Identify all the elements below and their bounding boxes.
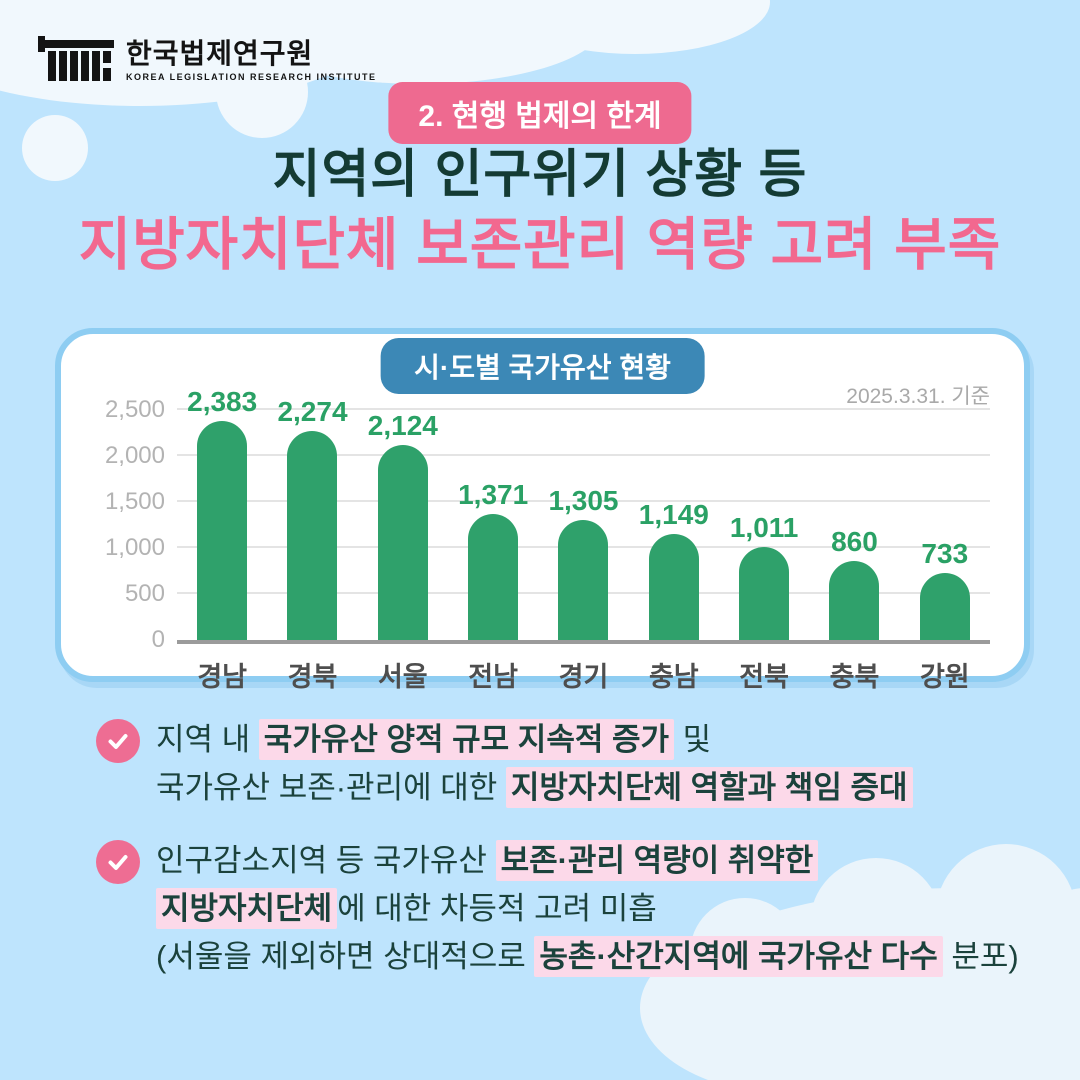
bullet-text-1: 지역 내 국가유산 양적 규모 지속적 증가 및 국가유산 보존·관리에 대한 지… — [156, 716, 913, 812]
y-axis: 2,500 2,000 1,500 1,000 500 0 — [89, 396, 177, 653]
plot-area-wrap: 2,383 2,274 2,124 1,371 1,305 1,149 1,011 860 73… — [177, 386, 990, 694]
bar — [287, 431, 338, 640]
text-segment: 분포) — [942, 939, 1019, 974]
y-tick-label: 2,500 — [104, 396, 165, 423]
chart-card: 시·도별 국가유산 현황 2025.3.31. 기준 2,500 2,000 1,5… — [55, 328, 1030, 692]
bar — [558, 520, 609, 640]
bar-category-label: 경북 — [287, 662, 338, 692]
y-tick-label: 1,500 — [104, 488, 165, 515]
bar-group: 2,274 — [267, 396, 357, 640]
bar-category-label: 경남 — [197, 662, 247, 692]
logo: 한국법제연구원 KOREA LEGISLATION RESEARCH INSTI… — [38, 36, 377, 84]
highlighted-text: 국가유산 양적 규모 지속적 증가 — [258, 719, 675, 760]
text-segment: (서울을 제외하면 상대적으로 — [156, 939, 535, 974]
section-badge: 2. 현행 법제의 한계 — [388, 82, 692, 144]
text-segment: 인구감소지역 등 국가유산 — [156, 843, 496, 878]
bullet-text-line: 인구감소지역 등 국가유산 보존·관리 역량이 취약한 — [156, 837, 1019, 885]
highlighted-text: 지방자치단체 — [156, 888, 338, 929]
bar-group: 733 — [900, 538, 990, 640]
logo-english-name: KOREA LEGISLATION RESEARCH INSTITUTE — [126, 71, 377, 82]
bar-category-label: 전남 — [468, 662, 518, 692]
plot-area: 2,383 2,274 2,124 1,371 1,305 1,149 1,011 860 73… — [177, 386, 990, 644]
bar-value-label: 1,305 — [548, 485, 619, 516]
highlighted-text: 농촌·산간지역에 국가유산 다수 — [534, 936, 943, 977]
bar-category-label: 강원 — [919, 662, 970, 692]
bar-value-label: 2,274 — [277, 396, 348, 427]
bar-group: 1,371 — [448, 479, 538, 640]
bar-value-label: 1,149 — [638, 499, 709, 530]
bullet-text-line: 국가유산 보존·관리에 대한 지방자치단체 역할과 책임 증대 — [156, 764, 913, 812]
title-line-1: 지역의 인구위기 상황 등 — [272, 146, 808, 204]
chart-date-note: 2025.3.31. 기준 — [846, 385, 990, 408]
bar-category-label: 충북 — [829, 662, 880, 692]
bar — [739, 547, 790, 640]
bar-category-label: 전북 — [739, 662, 789, 692]
bullet-text-line: 지방자치단체 에 대한 차등적 고려 미흡 — [156, 885, 1019, 933]
bar — [919, 573, 970, 640]
text-segment: 지역 내 — [156, 722, 259, 757]
institute-logo-icon — [38, 36, 114, 81]
bar-group: 1,305 — [538, 485, 628, 640]
bar-chart: 2,500 2,000 1,500 1,000 500 0 2,383 2,274 2,124… — [89, 386, 990, 694]
bullet-text-2: 인구감소지역 등 국가유산 보존·관리 역량이 취약한 지방자치단체 에 대한 차등… — [156, 837, 1019, 981]
y-tick-label: 0 — [151, 626, 165, 653]
text-segment: 에 대한 차등적 고려 미흡 — [337, 891, 657, 926]
bullet-item-1: 지역 내 국가유산 양적 규모 지속적 증가 및 국가유산 보존·관리에 대한 지… — [96, 716, 1019, 812]
bar-category-label: 서울 — [377, 662, 428, 692]
y-tick-label: 1,000 — [104, 534, 165, 561]
bar-category-label: 경기 — [558, 662, 609, 692]
gridline — [177, 408, 990, 410]
y-tick-label: 500 — [124, 580, 165, 607]
bar-value-label: 733 — [921, 538, 969, 569]
chart-title-badge: 시·도별 국가유산 현황 — [380, 338, 705, 394]
bullet-text-line: (서울을 제외하면 상대적으로 농촌·산간지역에 국가유산 다수 분포) — [156, 933, 1019, 981]
bullet-text-line: 지역 내 국가유산 양적 규모 지속적 증가 및 — [156, 716, 913, 764]
bars-row: 2,383 2,274 2,124 1,371 1,305 1,149 1,011 860 73… — [177, 386, 990, 640]
text-segment: 국가유산 보존·관리에 대한 — [156, 770, 506, 805]
page-title: 지역의 인구위기 상황 등 지방자치단체 보존관리 역량 고려 부족 — [0, 142, 1080, 282]
check-icon — [96, 719, 140, 763]
bar-value-label: 2,383 — [187, 386, 258, 417]
bar-group: 1,011 — [719, 512, 809, 640]
highlighted-text: 보존·관리 역량이 취약한 — [495, 840, 819, 881]
bar-value-label: 2,124 — [367, 410, 438, 441]
bar-value-label: 1,011 — [729, 512, 799, 543]
bar — [829, 561, 880, 640]
bullet-list: 지역 내 국가유산 양적 규모 지속적 증가 및 국가유산 보존·관리에 대한 지… — [96, 716, 1019, 1006]
bar-group: 1,149 — [629, 499, 719, 640]
gridline — [177, 454, 990, 456]
bar-group: 2,124 — [358, 410, 448, 640]
logo-korean-name: 한국법제연구원 — [126, 37, 314, 69]
bar-value-label: 1,371 — [458, 479, 529, 510]
bar-category-label: 충남 — [648, 662, 699, 692]
x-axis-labels: 경남 경북 서울 전남 경기 충남 전북 충북 강원 — [177, 655, 990, 694]
bar-value-label: 860 — [831, 526, 878, 557]
bar — [648, 534, 699, 640]
bar — [468, 514, 519, 640]
text-segment: 및 — [674, 722, 712, 757]
bar — [377, 445, 428, 640]
y-tick-label: 2,000 — [104, 442, 165, 469]
bar-group: 2,383 — [177, 386, 267, 640]
bullet-item-2: 인구감소지역 등 국가유산 보존·관리 역량이 취약한 지방자치단체 에 대한 차등… — [96, 837, 1019, 981]
highlighted-text: 지방자치단체 역할과 책임 증대 — [505, 767, 913, 808]
check-icon — [96, 840, 140, 884]
title-line-2: 지방자치단체 보존관리 역량 고려 부족 — [78, 213, 1002, 277]
bar-group: 860 — [809, 526, 899, 640]
gridline — [177, 500, 990, 502]
bar — [197, 421, 248, 640]
logo-text: 한국법제연구원 KOREA LEGISLATION RESEARCH INSTI… — [126, 37, 377, 82]
